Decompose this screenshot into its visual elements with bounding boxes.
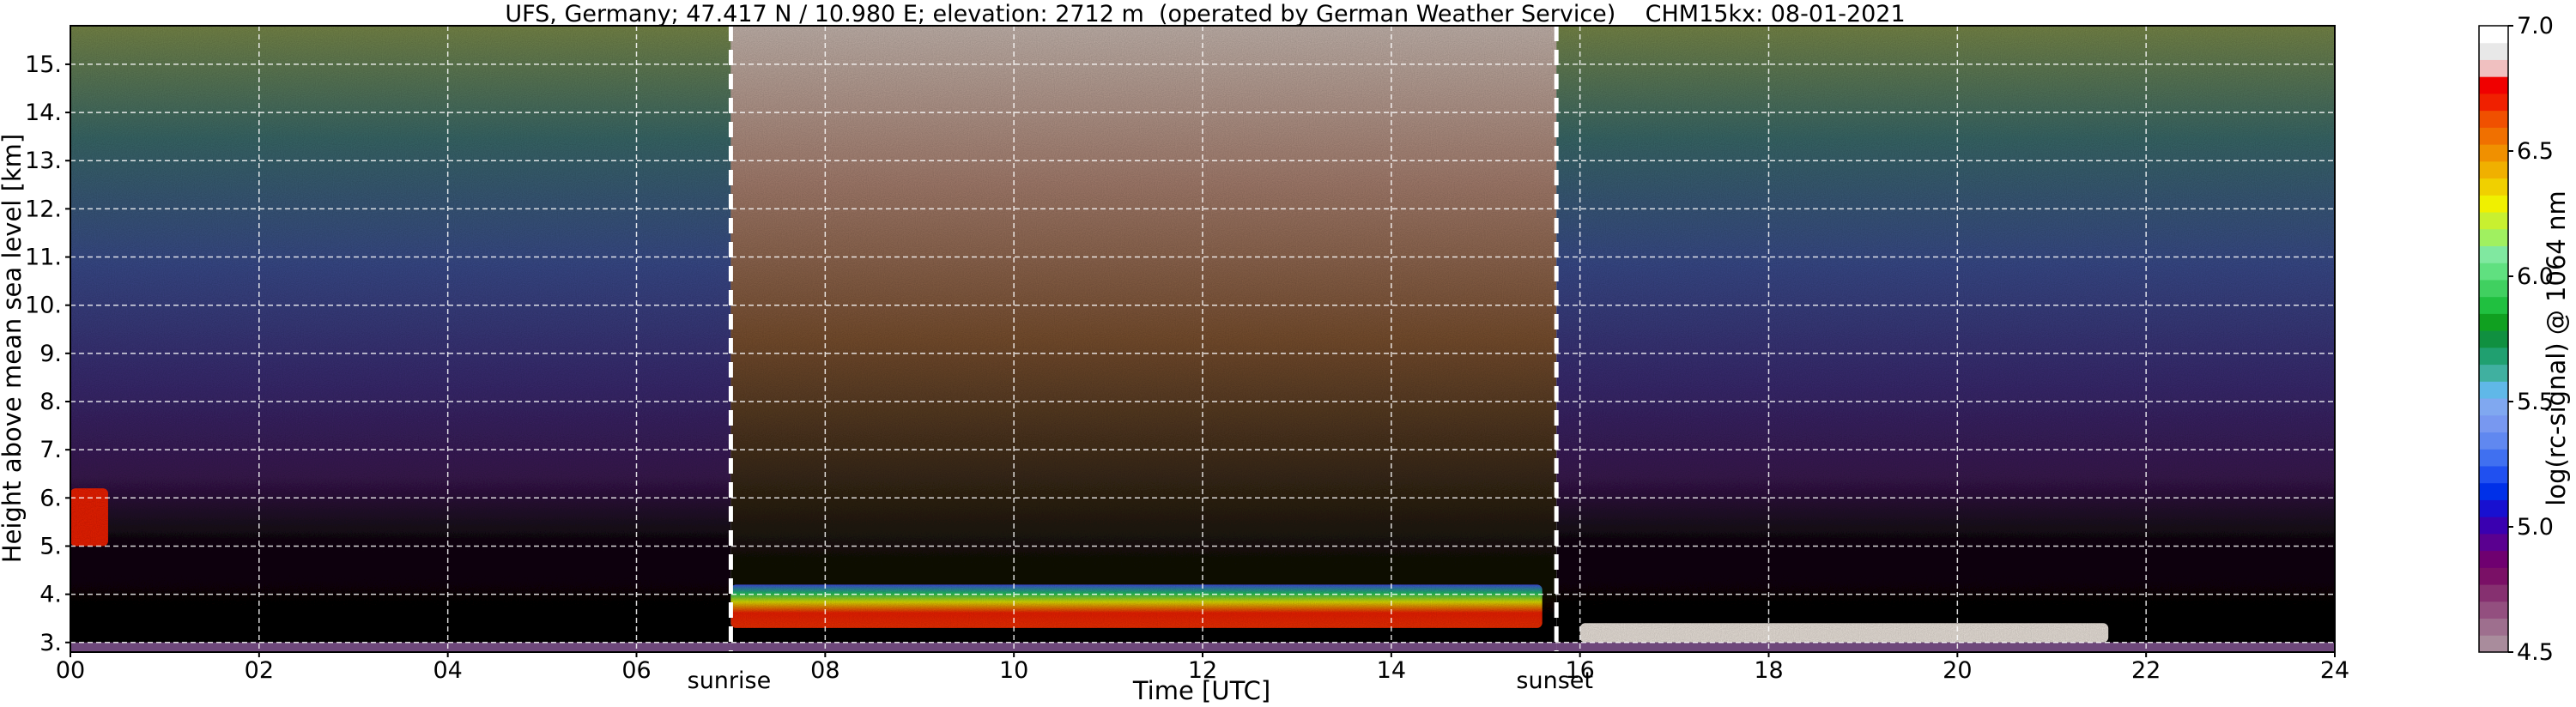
x-tick-label-14: 14 (1377, 657, 1406, 684)
chart-title: UFS, Germany; 47.417 N / 10.980 E; eleva… (505, 1, 1905, 27)
colorbar-swatch (2479, 178, 2508, 196)
colorbar-swatch (2479, 228, 2508, 246)
x-tick-label-24: 24 (2320, 657, 2349, 684)
sunrise-label: sunrise (688, 668, 772, 694)
x-axis-label: Time [UTC] (1132, 676, 1270, 705)
colorbar-swatch (2479, 144, 2508, 162)
y-axis-label: Height above mean sea level [km] (0, 134, 27, 563)
colorbar-tick-label: 5.0 (2517, 514, 2554, 541)
x-tick-label-12: 12 (1188, 657, 1217, 684)
y-tick-label-8.: 8. (39, 389, 62, 415)
layer-sub-cloud-layer (721, 627, 1561, 638)
colorbar-swatch (2479, 398, 2508, 416)
colorbar-swatch (2479, 195, 2508, 213)
colorbar-swatch (2479, 517, 2508, 535)
layer-night-boundary-layer (1579, 623, 2109, 643)
layer-elevated-layer (70, 488, 108, 547)
x-tick-label-20: 20 (1943, 657, 1972, 684)
y-tick-label-5.: 5. (39, 533, 62, 559)
y-tick-label-3.: 3. (39, 630, 62, 656)
colorbar-swatch (2479, 212, 2508, 230)
colorbar-swatch (2479, 449, 2508, 467)
x-tick-label-06: 06 (621, 657, 651, 684)
colorbar: 4.5 5.0 5.5 6.0 6.5 7.0 (2478, 13, 2554, 666)
colorbar-label: log(rc-signal) @ 1064 nm (2542, 190, 2571, 505)
axes: 00 02 04 06 08 10 12 14 16 18 20 22 24 3. 4. 5. 6. 7. 8. 9.… (25, 25, 2349, 684)
colorbar-swatch (2479, 93, 2508, 112)
colorbar-swatch (2479, 482, 2508, 500)
x-tick-label-00: 00 (56, 657, 85, 684)
colorbar-swatch (2479, 26, 2508, 44)
colorbar-swatch (2479, 567, 2508, 585)
colorbar-frame (2478, 25, 2509, 653)
colorbar-swatch (2479, 584, 2508, 602)
y-tick-label-11.: 11. (25, 245, 62, 271)
colorbar-swatch (2479, 465, 2508, 484)
colorbar-swatch (2479, 296, 2508, 314)
colorbar-swatch (2479, 42, 2508, 60)
y-tick-label-13.: 13. (25, 148, 62, 174)
colorbar-swatch (2479, 279, 2508, 298)
x-tick-label-22: 22 (2131, 657, 2161, 684)
colorbar-swatch (2479, 381, 2508, 399)
signal-field (70, 26, 2335, 652)
grid-lines (70, 26, 2335, 652)
colorbar-swatch (2479, 263, 2508, 281)
colorbar-tick-label: 6.5 (2517, 138, 2554, 165)
colorbar-swatch (2479, 533, 2508, 552)
colorbar-swatch (2479, 245, 2508, 263)
colorbar-swatch (2479, 432, 2508, 450)
layer-cloud-base (730, 584, 1543, 628)
y-tick-label-12.: 12. (25, 196, 62, 222)
colorbar-swatch (2479, 110, 2508, 128)
colorbar-swatch (2479, 330, 2508, 348)
colorbar-swatch (2479, 499, 2508, 517)
colorbar-tick-label: 6.0 (2517, 263, 2554, 290)
day-band (730, 26, 1557, 652)
night-band-morning (70, 26, 731, 652)
colorbar-swatch (2479, 618, 2508, 636)
sunset-label: sunset (1516, 668, 1593, 694)
colorbar-swatch (2479, 635, 2508, 653)
sun-markers: sunrise sunset (688, 26, 1593, 694)
y-tick-label-10.: 10. (25, 293, 62, 319)
y-tick-label-6.: 6. (39, 485, 62, 511)
colorbar-swatch (2479, 347, 2508, 366)
x-tick-label-16: 16 (1565, 657, 1594, 684)
night-band-evening (1556, 26, 2335, 652)
colorbar-swatch (2479, 127, 2508, 145)
colorbar-swatch (2479, 414, 2508, 433)
plot-area (70, 26, 2335, 652)
colorbar-swatch (2479, 601, 2508, 619)
colorbar-tick-label: 4.5 (2517, 639, 2554, 666)
colorbar-swatch (2479, 313, 2508, 331)
colorbar-tick-label: 5.5 (2517, 389, 2554, 415)
x-tick-label-10: 10 (999, 657, 1028, 684)
y-tick-label-14.: 14. (25, 100, 62, 126)
y-tick-label-7.: 7. (39, 437, 62, 463)
x-tick-label-18: 18 (1754, 657, 1783, 684)
y-tick-label-9.: 9. (39, 341, 62, 367)
x-tick-label-08: 08 (810, 657, 839, 684)
colorbar-swatch (2479, 59, 2508, 77)
colorbar-swatch (2479, 160, 2508, 179)
colorbar-swatch (2479, 550, 2508, 568)
y-tick-label-15.: 15. (25, 51, 62, 78)
colorbar-swatch (2479, 364, 2508, 382)
colorbar-swatch (2479, 76, 2508, 94)
x-tick-label-04: 04 (433, 657, 462, 684)
colorbar-tick-label: 7.0 (2517, 13, 2554, 39)
y-tick-label-4.: 4. (39, 582, 62, 608)
x-tick-label-02: 02 (245, 657, 274, 684)
